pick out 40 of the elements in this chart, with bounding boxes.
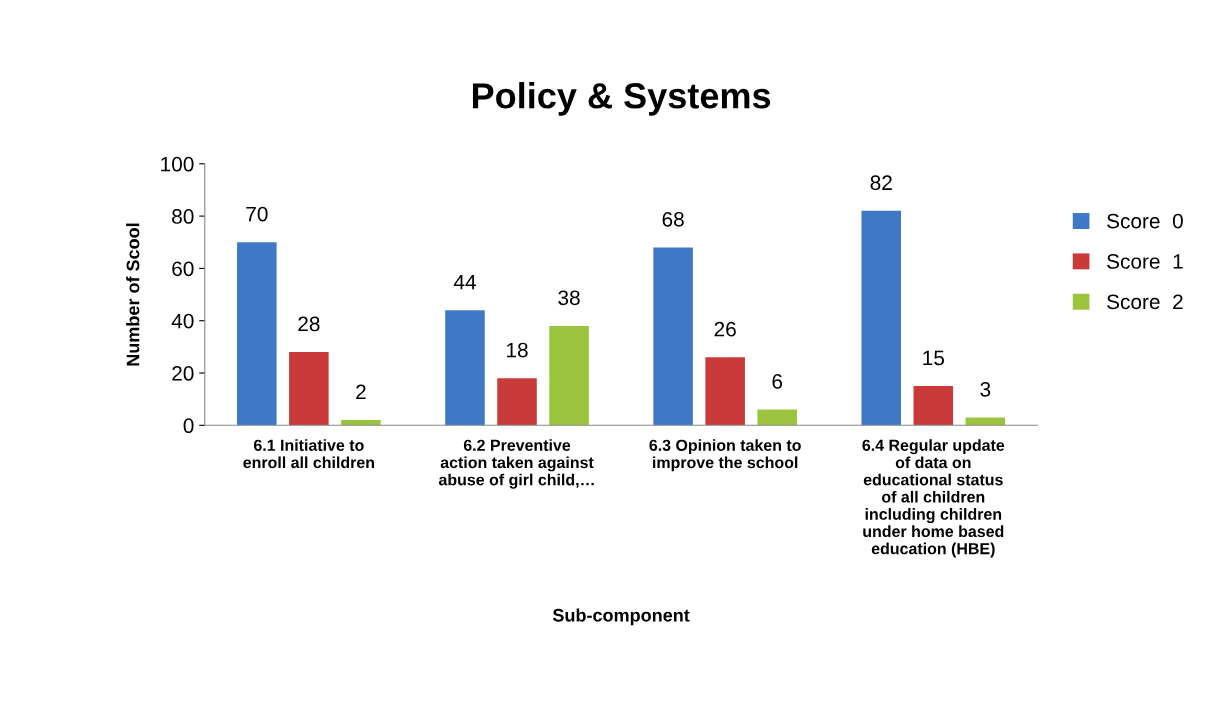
bar [965, 417, 1006, 426]
data-label: 2 [356, 384, 366, 400]
x-tick-label: 6.3 Opinion taken to improve the school [649, 439, 801, 472]
chart-title: Policy & Systems [472, 82, 771, 116]
bar [497, 378, 537, 426]
data-label: 44 [453, 274, 476, 290]
bar [861, 210, 902, 426]
y-tick-label: 0 [183, 418, 194, 434]
y-tick-label: 20 [172, 366, 194, 381]
data-label: 26 [714, 321, 736, 337]
data-label: 38 [558, 290, 580, 306]
bar [289, 352, 329, 426]
bar [757, 409, 797, 426]
data-label: 6 [772, 374, 783, 389]
data-label: 18 [507, 342, 528, 358]
legend-label: Score 0 [1107, 213, 1183, 229]
data-label: 28 [298, 316, 320, 332]
bar [549, 325, 589, 426]
data-label: 3 [980, 381, 991, 397]
data-label: 68 [662, 211, 684, 227]
data-label: 82 [870, 175, 892, 191]
bar [445, 310, 485, 426]
y-tick-label: 60 [172, 261, 194, 277]
x-tick-label: 6.1 Initiative to enroll all children [243, 439, 374, 469]
y-axis-title: Number of Scool [126, 223, 140, 366]
y-tick-label: 40 [171, 313, 194, 329]
bar [341, 420, 381, 426]
data-label: 15 [923, 350, 945, 366]
x-axis-title: Sub-component [552, 608, 690, 626]
legend-label: Score 1 [1107, 254, 1183, 269]
y-tick-label: 100 [161, 156, 194, 172]
bar [913, 386, 954, 426]
data-label: 70 [246, 206, 268, 222]
bar [237, 242, 277, 426]
legend-label: Score 2 [1107, 294, 1183, 310]
x-tick-label: 6.4 Regular update of data on educational status of all children including children under home based education (HBE) [862, 439, 1005, 558]
y-tick-label: 80 [172, 209, 194, 224]
bar [653, 247, 693, 426]
bar [705, 357, 745, 426]
x-tick-label: 6.2 Preventive action taken against abuse of girl child,… [438, 439, 594, 489]
